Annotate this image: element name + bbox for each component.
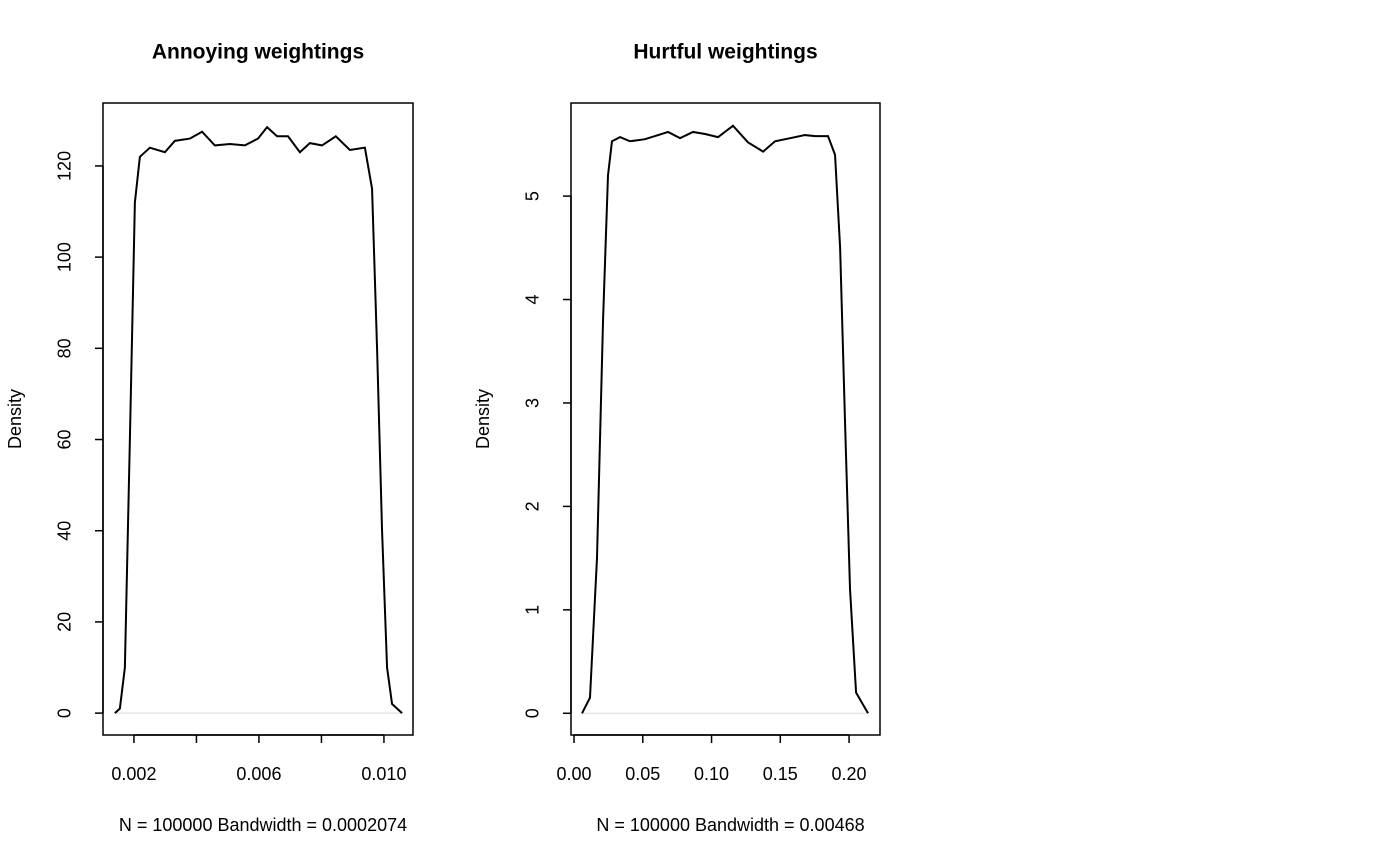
chart-title: Annoying weightings [152, 41, 364, 64]
x-tick-label: 0.010 [361, 764, 406, 784]
x-axis-label: N = 100000 Bandwidth = 0.0002074 [119, 815, 407, 835]
y-tick-label: 120 [55, 151, 75, 181]
x-tick-label: 0.00 [557, 764, 592, 784]
y-tick-label: 40 [55, 521, 75, 541]
y-tick-label: 3 [523, 398, 543, 408]
y-tick-label: 1 [523, 605, 543, 615]
x-tick-label: 0.05 [625, 764, 660, 784]
plot-box [102, 102, 414, 736]
x-tick-label: 0.10 [694, 764, 729, 784]
y-tick-label: 80 [55, 338, 75, 358]
y-tick-label: 20 [55, 612, 75, 632]
x-tick-label: 0.20 [832, 764, 867, 784]
y-axis-label: Density [473, 389, 493, 449]
y-axis-label: Density [5, 389, 25, 449]
y-tick-label: 0 [55, 708, 75, 718]
x-tick-label: 0.15 [763, 764, 798, 784]
density-line [114, 125, 403, 714]
chart-title: Hurtful weightings [633, 41, 817, 64]
y-tick-label: 100 [55, 242, 75, 272]
density-line [581, 124, 869, 714]
y-tick-label: 0 [523, 708, 543, 718]
y-tick-label: 60 [55, 430, 75, 450]
x-tick-label: 0.002 [111, 764, 156, 784]
y-tick-label: 4 [523, 295, 543, 305]
y-tick-label: 2 [523, 501, 543, 511]
x-tick-label: 0.006 [236, 764, 281, 784]
x-axis-label: N = 100000 Bandwidth = 0.00468 [596, 815, 864, 835]
plot-box [570, 102, 881, 736]
y-tick-label: 5 [523, 191, 543, 201]
